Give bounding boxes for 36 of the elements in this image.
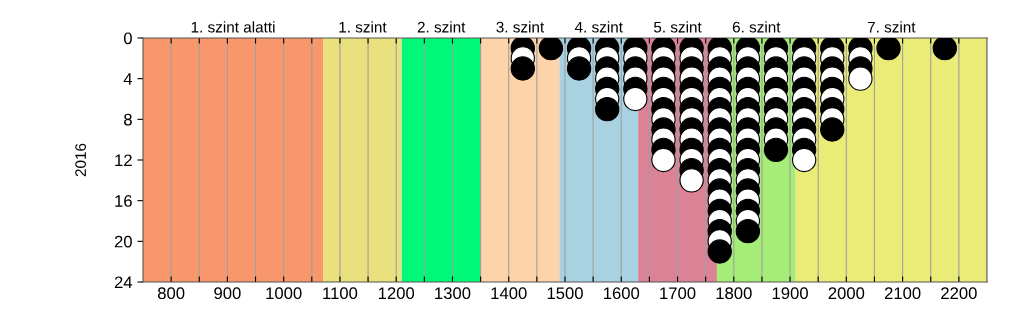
point (651, 147, 676, 173)
band-label: 7. szint (867, 21, 916, 33)
band-label: 1. szint (339, 21, 387, 33)
x-tick-label: 1400 (491, 287, 527, 300)
y-axis-title: 2016 (75, 143, 87, 177)
band-label: 3. szint (496, 21, 545, 33)
y-tick-label: 24 (114, 276, 133, 289)
x-tick-label: 1200 (378, 287, 415, 300)
point (623, 86, 648, 112)
point (791, 147, 817, 173)
x-tick-label: 900 (214, 287, 241, 300)
band-label: 4. szint (574, 21, 623, 33)
band-label: 5. szint (653, 21, 702, 33)
x-tick-label: 1000 (266, 287, 302, 300)
x-tick-label: 1900 (772, 287, 808, 300)
x-tick-label: 1300 (435, 287, 471, 300)
y-tick-label: 4 (123, 73, 133, 85)
band-label: 2. szint (417, 21, 466, 33)
y-tick-label: 16 (115, 195, 132, 207)
band-label: 1. szint alatti (191, 21, 275, 33)
y-tick-label: 8 (124, 113, 132, 126)
point (848, 66, 873, 91)
y-tick-label: 20 (114, 235, 132, 248)
point (679, 168, 704, 193)
band-label: 6. szint (732, 21, 781, 33)
x-tick-label: 1500 (547, 287, 583, 300)
x-tick-label: 1100 (323, 287, 358, 300)
x-tick-label: 2200 (941, 287, 977, 300)
x-tick-label: 1800 (716, 287, 752, 300)
x-tick-label: 800 (157, 287, 185, 300)
y-tick-label: 0 (123, 32, 132, 45)
x-tick-label: 2100 (884, 287, 921, 300)
x-tick-label: 2000 (828, 287, 865, 300)
y-tick-label: 12 (115, 154, 132, 167)
x-tick-label: 1700 (660, 287, 696, 300)
x-tick-label: 1600 (604, 287, 640, 300)
